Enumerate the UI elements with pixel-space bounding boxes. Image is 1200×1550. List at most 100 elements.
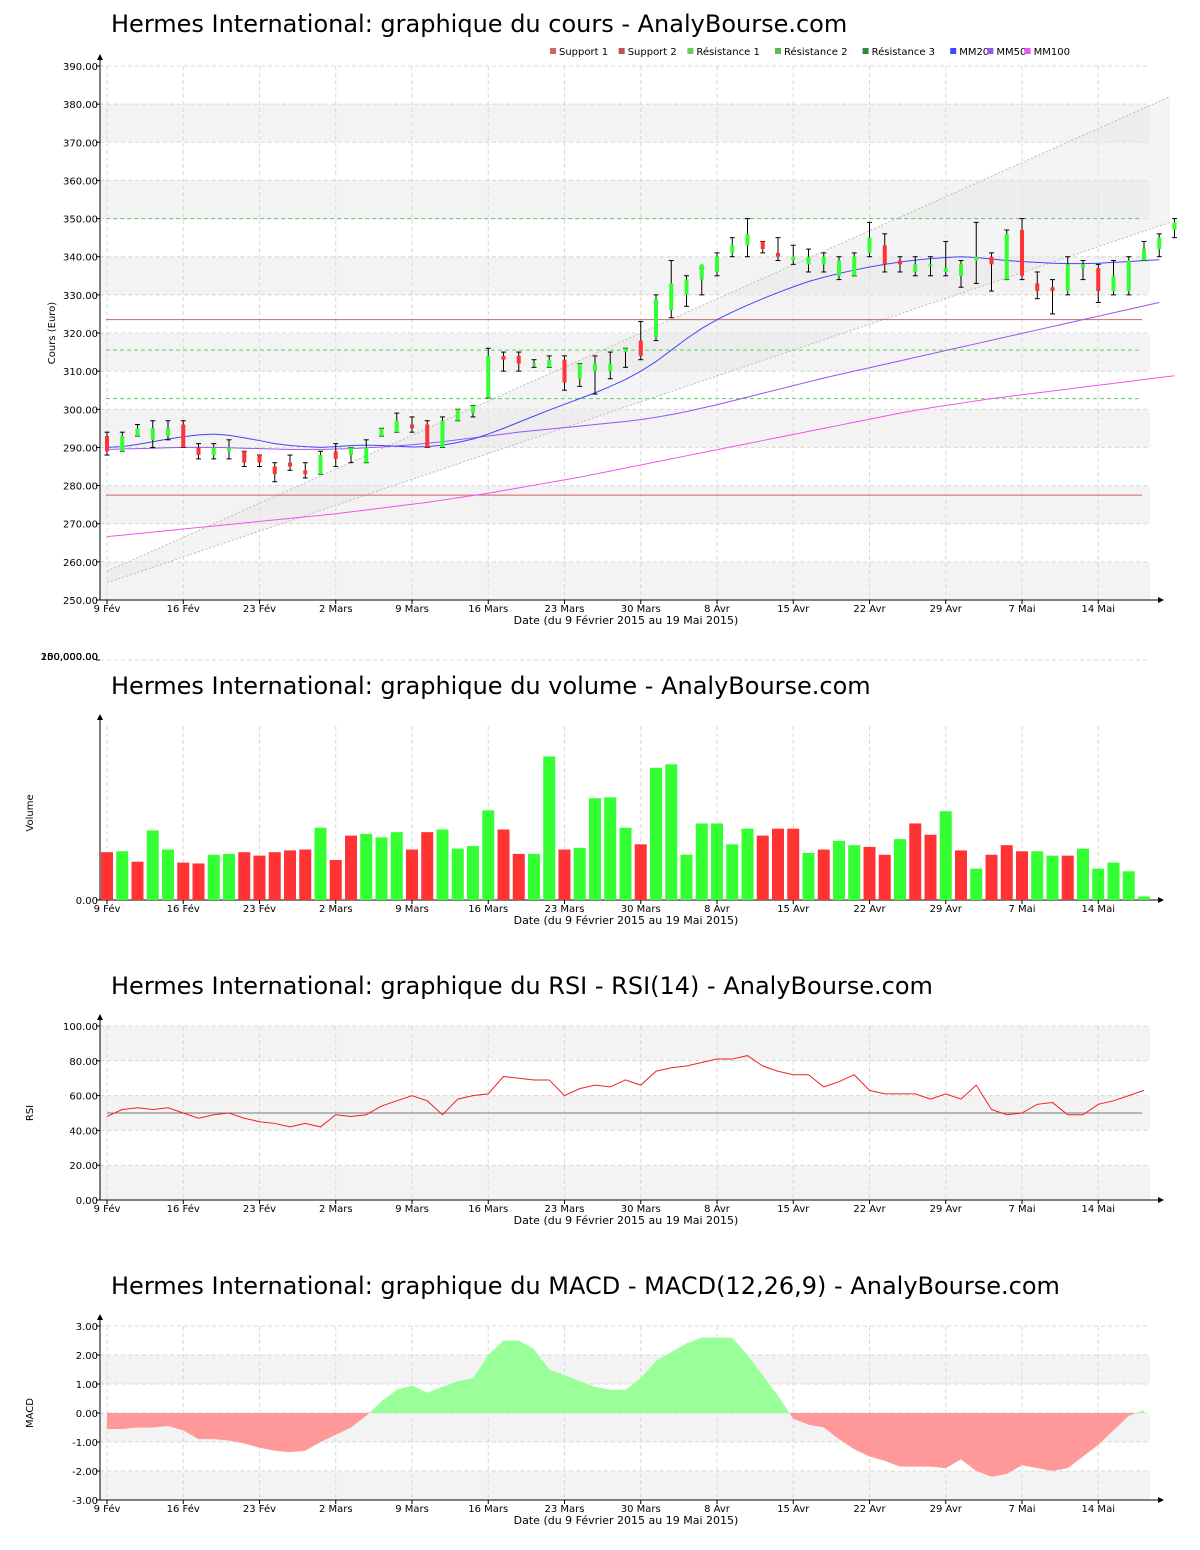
candle-body [349, 447, 353, 456]
candlestick [1004, 229, 1010, 281]
candlestick [119, 431, 125, 452]
candle-body [486, 355, 491, 398]
rsi-line [106, 1055, 1145, 1128]
y-tick-label: 80.00 [69, 1057, 98, 1068]
candle-body [318, 455, 323, 475]
candle-body [577, 363, 582, 379]
volume-bar [406, 849, 418, 900]
legend-swatch [987, 48, 994, 54]
price-chart: 250.00 260.00 270.00 280.00 290.00 300.00 310.… [47, 46, 1177, 627]
x-axis-arrow [1158, 897, 1164, 903]
y-tick-label: 300.00 [63, 405, 98, 416]
candlestick [241, 450, 247, 467]
y-tick-label: 390.00 [63, 62, 98, 73]
x-tick-label: 29 Avr [930, 1504, 963, 1515]
candle-body [608, 363, 613, 372]
candle-body [943, 268, 948, 272]
candlestick [363, 439, 369, 464]
volume-bar [329, 859, 342, 900]
candle-body [227, 447, 231, 452]
x-tick-label: 2 Mars [319, 1504, 353, 1515]
volume-bar [955, 850, 967, 900]
volume-bar [634, 844, 647, 900]
candle-body [150, 428, 155, 440]
x-tick-label: 16 Fév [167, 903, 200, 915]
volume-bar [863, 846, 876, 900]
candle-body [211, 447, 216, 456]
legend-label: Résistance 1 [696, 46, 759, 58]
candlestick [1065, 256, 1071, 296]
legend-label: MM50 [996, 47, 1026, 58]
candle-body [1142, 249, 1146, 261]
x-tick-label: 23 Fév [243, 903, 276, 915]
legend-swatch [862, 48, 869, 54]
volume-bar [741, 828, 754, 900]
candlestick [1126, 256, 1132, 296]
candlestick [577, 363, 583, 387]
volume-bar [1107, 862, 1120, 900]
macd-chart-title: Hermes International: graphique du MACD … [111, 1272, 1060, 1300]
volume-bar [711, 823, 723, 900]
y-tick-label: 50,000.00 [47, 652, 98, 663]
candlestick [882, 233, 888, 273]
y-tick-label: 270.00 [63, 520, 98, 531]
candle-body [562, 359, 567, 383]
candlestick [973, 221, 979, 284]
x-tick-label: 16 Fév [167, 1503, 200, 1515]
x-tick-label: 8 Avr [704, 1204, 731, 1215]
x-axis-title: Date (du 9 Février 2015 au 19 Mai 2015) [514, 1514, 739, 1527]
candlestick [302, 462, 308, 479]
volume-bar [238, 852, 251, 900]
candlestick [1080, 260, 1086, 281]
y-tick-label: 350.00 [63, 215, 98, 226]
x-axis-arrow [1158, 1497, 1164, 1503]
x-tick-label: 22 Avr [853, 1204, 886, 1215]
volume-bar [1122, 871, 1135, 900]
candle-body [532, 363, 536, 366]
volume-chart-title: Hermes International: graphique du volum… [111, 672, 871, 700]
x-tick-label: 9 Fév [94, 1503, 121, 1515]
candlestick [470, 404, 476, 418]
price-chart-title: Hermes International: graphique du cours… [111, 10, 848, 38]
candle-body [379, 428, 384, 436]
volume-bar [726, 844, 739, 900]
volume-bar [573, 847, 586, 900]
candle-body [898, 260, 902, 265]
y-axis-arrow [97, 1014, 103, 1020]
candle-body [1126, 260, 1131, 292]
volume-bar [131, 861, 144, 900]
volume-bar [1138, 896, 1150, 900]
candle-body [455, 409, 460, 421]
x-tick-label: 15 Avr [777, 1204, 810, 1215]
candlestick [424, 420, 430, 448]
candlestick [409, 416, 415, 433]
x-tick-label: 22 Avr [853, 1504, 886, 1515]
background-band [100, 1165, 1150, 1200]
candle-body [1020, 230, 1024, 276]
candlestick [699, 264, 705, 296]
candle-body [440, 420, 445, 448]
candlestick [592, 355, 598, 395]
volume-bar [650, 767, 662, 900]
volume-bar [314, 827, 327, 900]
x-tick-label: 14 Mai [1082, 904, 1115, 915]
candle-body [501, 355, 506, 360]
candlestick [1172, 218, 1177, 239]
volume-bar [253, 855, 266, 900]
candlestick [180, 420, 186, 448]
y-tick-label: 3.00 [76, 1322, 98, 1333]
candlestick [1111, 260, 1116, 296]
x-tick-label: 30 Mars [621, 904, 661, 915]
candle-body [394, 420, 399, 433]
volume-bar [665, 764, 678, 900]
candlestick [257, 454, 262, 467]
candle-body [1004, 233, 1009, 280]
y-tick-label: 40.00 [69, 1126, 98, 1137]
volume-bar [787, 828, 800, 900]
candle-body [181, 424, 186, 448]
volume-bar [985, 854, 998, 900]
x-tick-label: 2 Mars [319, 1204, 353, 1215]
x-tick-label: 16 Fév [167, 603, 200, 615]
x-tick-label: 7 Mai [1008, 1504, 1035, 1515]
candle-body [913, 264, 918, 272]
